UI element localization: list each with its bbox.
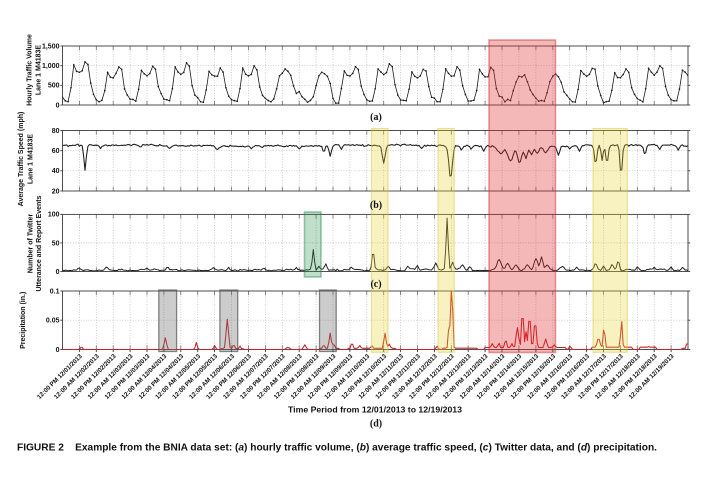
svg-text:0: 0 [56,269,60,276]
svg-text:50: 50 [52,240,60,247]
svg-text:40: 40 [52,168,60,175]
svg-text:Precipitation (in.): Precipitation (in.) [20,292,27,349]
svg-text:(a): (a) [370,112,382,123]
svg-text:80: 80 [52,128,60,135]
svg-text:Lane 1 M4183E: Lane 1 M4183E [28,134,35,185]
svg-text:Time Period from 12/01/2013 to: Time Period from 12/01/2013 to 12/19/201… [288,406,462,415]
svg-text:Lane 1 M4183E: Lane 1 M4183E [36,45,43,96]
svg-text:0.1: 0.1 [50,288,60,295]
svg-text:Number of Twitter: Number of Twitter [28,214,35,274]
svg-text:100: 100 [48,212,60,219]
svg-text:(c): (c) [370,279,381,290]
svg-text:1,000: 1,000 [42,63,60,70]
svg-text:20: 20 [52,188,60,195]
svg-text:0: 0 [56,102,60,109]
svg-text:Hourly Traffic Volume: Hourly Traffic Volume [27,34,34,106]
svg-text:(d): (d) [370,419,382,430]
svg-text:60: 60 [52,148,60,155]
svg-text:Average Traffic Speed (mph): Average Traffic Speed (mph) [18,112,25,207]
svg-text:Utterance and Report Events: Utterance and Report Events [36,195,43,291]
svg-text:500: 500 [48,83,60,90]
svg-text:(b): (b) [370,200,382,211]
svg-text:FIGURE 2 Example from the B: FIGURE 2 Example from the BNIA data set:… [17,442,657,454]
svg-text:1,500: 1,500 [42,43,60,50]
svg-text:0.05: 0.05 [46,318,60,325]
svg-text:0: 0 [56,347,60,354]
